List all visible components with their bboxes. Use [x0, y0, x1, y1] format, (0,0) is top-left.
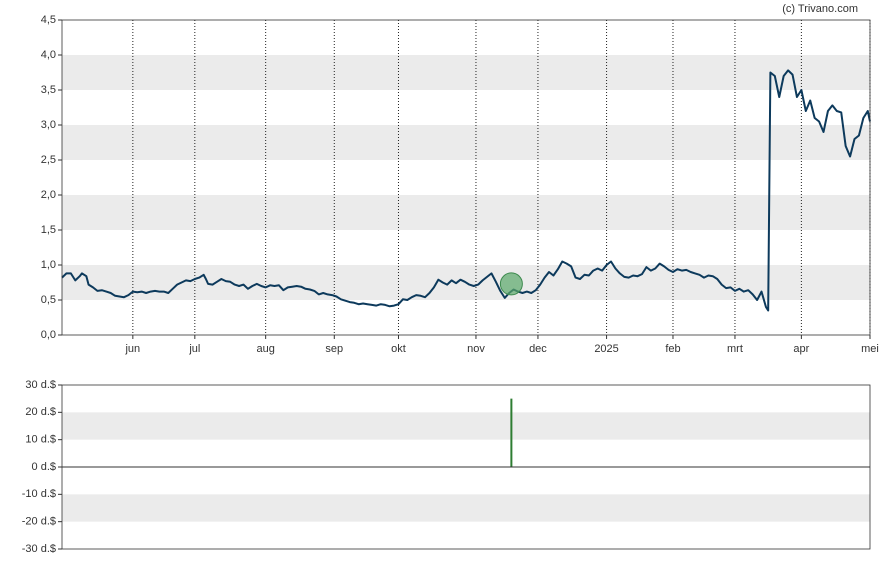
- grid-band: [62, 195, 870, 230]
- trade-marker: [499, 272, 523, 296]
- x-tick-label: mrt: [727, 343, 743, 355]
- y-tick-label: 1,5: [41, 224, 56, 236]
- y-tick-label: 2,0: [41, 189, 56, 201]
- y-tick-label: 0 d.$: [32, 461, 56, 473]
- grid-band: [62, 125, 870, 160]
- y-tick-label: 0,0: [41, 329, 56, 341]
- y-tick-label: 3,5: [41, 84, 56, 96]
- y-tick-label: 0,5: [41, 294, 56, 306]
- x-tick-label: okt: [391, 343, 406, 355]
- x-tick-label: 2025: [594, 343, 618, 355]
- y-tick-label: 10 d.$: [25, 434, 56, 446]
- x-tick-label: feb: [665, 343, 680, 355]
- y-tick-label: 3,0: [41, 119, 56, 131]
- plot-frame: [61, 384, 871, 550]
- y-tick-label: 20 d.$: [25, 406, 56, 418]
- x-tick-label: apr: [793, 343, 809, 355]
- x-tick-label: jul: [188, 343, 200, 355]
- source: (c) Trivano.com: [782, 3, 858, 15]
- x-tick-label: jun: [124, 343, 140, 355]
- x-tick-label: dec: [529, 343, 547, 355]
- y-tick-label: 30 d.$: [25, 379, 56, 391]
- grid-band: [62, 494, 870, 522]
- y-tick-label: 4,0: [41, 49, 56, 61]
- y-tick-label: -30 d.$: [22, 543, 56, 555]
- y-tick-label: 4,5: [41, 14, 56, 26]
- x-tick-label: aug: [256, 343, 274, 355]
- x-tick-label: sep: [325, 343, 343, 355]
- price-line: [61, 69, 871, 312]
- grid-band: [62, 412, 870, 440]
- y-tick-label: -20 d.$: [22, 516, 56, 528]
- y-tick-label: 2,5: [41, 154, 56, 166]
- y-tick-label: 1,0: [41, 259, 56, 271]
- y-tick-label: -10 d.$: [22, 488, 56, 500]
- grid-band: [62, 55, 870, 90]
- plot-frame: [61, 19, 871, 336]
- x-tick-label: mei: [861, 343, 879, 355]
- x-tick-label: nov: [467, 343, 485, 355]
